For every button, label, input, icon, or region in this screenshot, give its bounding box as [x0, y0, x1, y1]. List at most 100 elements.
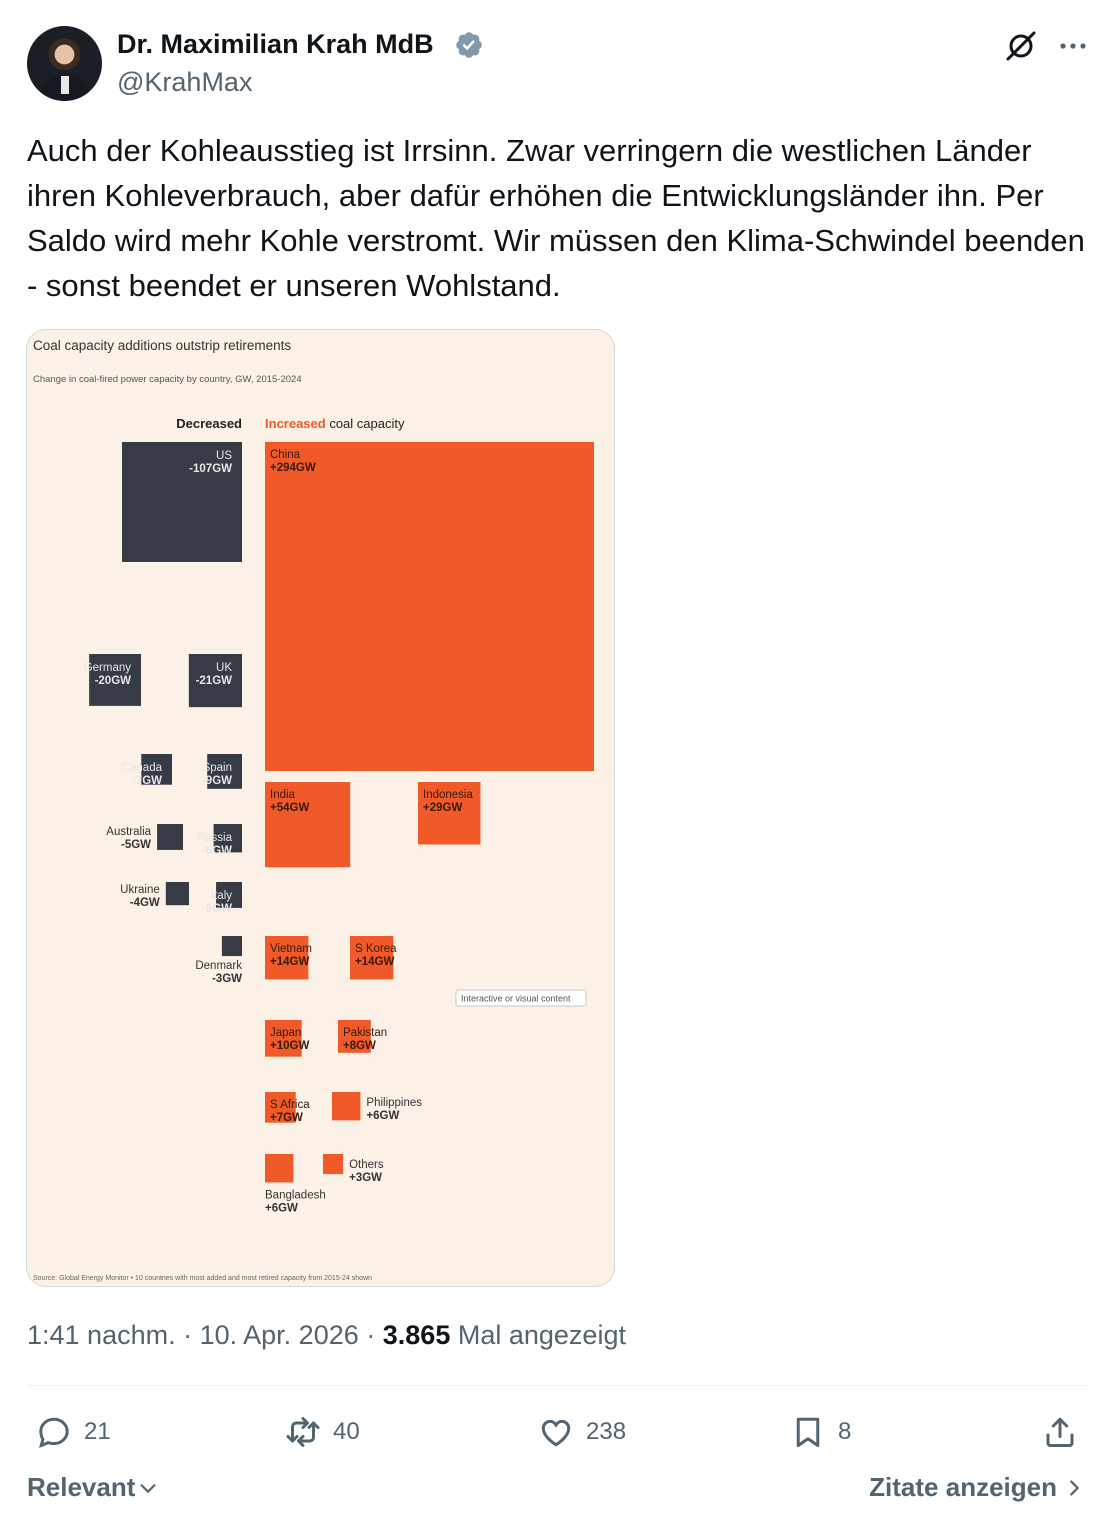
country-name: Spain — [203, 762, 232, 774]
country-value: +6GW — [366, 1110, 399, 1122]
treemap-box-denmark — [221, 936, 242, 957]
overlay-badge — [455, 989, 587, 1007]
country-value: -107GW — [189, 463, 232, 475]
country-name: Philippines — [366, 1097, 422, 1109]
country-name: Indonesia — [423, 789, 473, 801]
country-name: Canada — [122, 762, 163, 774]
country-value: +6GW — [265, 1202, 298, 1214]
data-label-s-korea: S Korea +14GW — [355, 943, 397, 968]
avatar[interactable] — [27, 26, 102, 101]
country-value: +29GW — [423, 802, 462, 814]
data-label-vietnam: Vietnam +14GW — [270, 943, 312, 968]
reply-button[interactable]: 21 — [36, 1410, 111, 1454]
country-value: +7GW — [270, 1112, 303, 1124]
chevron-right-icon — [1070, 1479, 1079, 1496]
treemap-box-others — [323, 1154, 344, 1175]
view-count: 3.865 — [382, 1320, 451, 1350]
treemap-box-spain — [207, 754, 242, 789]
data-label-russia: Russia -6GW — [197, 832, 233, 857]
treemap-box-uk — [188, 654, 242, 708]
like-button[interactable]: 238 — [538, 1410, 626, 1454]
like-count: 238 — [586, 1418, 627, 1445]
avatar-tie — [61, 76, 69, 94]
data-label-australia: Australia -5GW — [106, 826, 151, 851]
country-name: S Korea — [355, 943, 397, 955]
data-label-s-africa: S Africa +7GW — [270, 1099, 310, 1124]
chart-source: Source: Global Energy Monitor • 10 count… — [33, 1275, 372, 1282]
chart-subtitle: Change in coal-fired power capacity by c… — [33, 374, 302, 385]
country-value: -3GW — [212, 973, 242, 985]
country-name: S Africa — [270, 1099, 310, 1111]
country-name: Bangladesh — [265, 1189, 326, 1201]
grok-icon[interactable] — [1004, 29, 1038, 63]
author-handle[interactable]: @KrahMax — [117, 67, 253, 97]
sort-dropdown[interactable]: Relevant — [27, 1472, 159, 1503]
views-label: Mal angezeigt — [457, 1320, 626, 1350]
treemap-box-s-africa — [265, 1092, 296, 1123]
country-value: -21GW — [196, 675, 233, 687]
data-label-bangladesh: Bangladesh +6GW — [265, 1189, 326, 1214]
country-name: Vietnam — [270, 943, 312, 955]
country-value: +10GW — [270, 1040, 309, 1052]
tweet-time[interactable]: 1:41 nachm. — [27, 1320, 176, 1350]
chevron-down-icon — [140, 1483, 156, 1493]
country-value: +14GW — [270, 956, 309, 968]
repost-button[interactable]: 40 — [285, 1410, 360, 1454]
data-label-uk: UK -21GW — [196, 662, 233, 687]
country-name: Germany — [84, 662, 132, 674]
country-name: Italy — [211, 890, 232, 902]
treemap-box-vietnam — [265, 936, 309, 980]
legend-increased: Increased coal capacity — [265, 416, 405, 431]
country-name: China — [270, 449, 301, 461]
treemap-box-russia — [213, 824, 242, 853]
tweet-date[interactable]: 10. Apr. 2026 — [199, 1320, 359, 1350]
country-name: Others — [349, 1159, 384, 1171]
country-name: US — [216, 450, 232, 462]
view-quotes-link[interactable]: Zitate anzeigen — [869, 1472, 1085, 1503]
treemap-marks: US -107GW Germany -20GW UK -21GW Canada -7GW Spa… — [84, 442, 594, 1214]
treemap-box-s-korea — [350, 936, 394, 980]
divider — [27, 1385, 1087, 1386]
data-label-pakistan: Pakistan +8GW — [343, 1027, 387, 1052]
country-value: +54GW — [270, 802, 309, 814]
treemap-box-japan — [265, 1020, 302, 1057]
share-icon — [1046, 1417, 1074, 1447]
treemap-box-us — [122, 442, 242, 562]
treemap-box-germany — [89, 654, 141, 706]
treemap-box-canada — [141, 754, 172, 785]
country-name: Russia — [197, 832, 233, 844]
country-name: UK — [216, 662, 232, 674]
treemap-box-china — [265, 442, 594, 771]
country-value: -5GW — [121, 839, 151, 851]
meta-separator-2: · — [366, 1320, 383, 1350]
data-label-philippines: Philippines +6GW — [366, 1097, 422, 1122]
treemap-chart: Coal capacity additions outstrip retirem… — [33, 338, 594, 1282]
data-label-germany: Germany -20GW — [84, 662, 132, 687]
treemap-box-bangladesh — [265, 1154, 294, 1183]
bookmark-count: 8 — [838, 1418, 852, 1445]
tweet-image[interactable]: Coal capacity additions outstrip retirem… — [26, 329, 615, 1287]
repost-icon — [286, 1417, 320, 1447]
data-label-others: Others +3GW — [349, 1159, 384, 1184]
country-value: +8GW — [343, 1040, 376, 1052]
data-label-spain: Spain -9GW — [202, 762, 232, 787]
country-name: Denmark — [195, 960, 242, 972]
data-label-italy: Italy -5GW — [202, 890, 232, 915]
meta-separator-1: · — [183, 1320, 200, 1350]
data-label-china: China +294GW — [270, 449, 316, 474]
country-name: India — [270, 789, 296, 801]
chart-title: Coal capacity additions outstrip retirem… — [33, 338, 291, 353]
treemap-box-philippines — [332, 1092, 361, 1121]
country-value: -4GW — [130, 897, 160, 909]
country-name: Australia — [106, 826, 151, 838]
country-name: Japan — [270, 1027, 301, 1039]
author-name[interactable]: Dr. Maximilian Krah MdB — [117, 29, 434, 59]
bookmark-button[interactable]: 8 — [790, 1410, 851, 1454]
country-value: -20GW — [95, 675, 132, 687]
share-button[interactable] — [1042, 1410, 1090, 1454]
verified-badge-icon[interactable] — [454, 30, 484, 60]
more-options-icon[interactable] — [1057, 30, 1089, 62]
legend-increased-rest: coal capacity — [329, 416, 405, 431]
legend-increased-word: Increased — [265, 416, 326, 431]
sort-label: Relevant — [27, 1472, 136, 1502]
